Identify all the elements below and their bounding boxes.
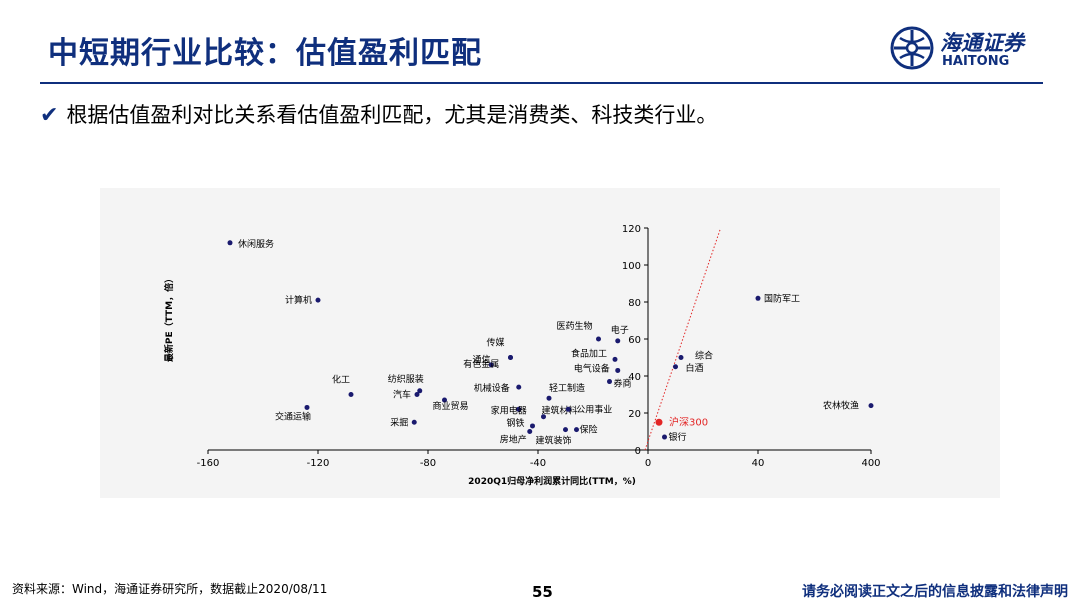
y-tick-label: 40 xyxy=(628,372,641,383)
x-axis-title: 2020Q1归母净利润累计同比(TTM，%) xyxy=(468,475,636,487)
reference-line xyxy=(644,229,721,451)
source-note: 资料来源：Wind，海通证券研究所，数据截止2020/08/11 xyxy=(12,582,328,596)
haitong-logo-icon xyxy=(890,26,934,70)
y-tick-label: 20 xyxy=(628,409,641,420)
data-label: 房地产 xyxy=(500,434,527,446)
data-point xyxy=(442,397,447,403)
chart-panel: -160 -120 -80 -40 0 40 400 0 20 40 60 80 100 120 2020Q… xyxy=(100,188,1000,498)
data-label: 计算机 xyxy=(285,294,312,306)
x-tick-label: 0 xyxy=(645,458,651,469)
data-label: 农林牧渔 xyxy=(823,400,859,412)
y-tick-label: 120 xyxy=(622,224,641,235)
data-label: 机械设备 xyxy=(474,382,510,394)
data-label: 白酒 xyxy=(686,362,704,374)
data-label: 纺织服装 xyxy=(388,373,424,385)
data-point xyxy=(414,392,420,397)
data-label: 交通运输 xyxy=(275,410,311,422)
data-point xyxy=(527,429,533,434)
data-point xyxy=(574,427,579,433)
data-label: 建筑装饰 xyxy=(535,435,571,447)
data-label: 综合 xyxy=(695,350,713,362)
data-label: 休闲服务 xyxy=(238,238,274,250)
data-label: 家用电器 xyxy=(491,404,527,416)
logo-chinese-name: 海通证券 xyxy=(940,30,1024,55)
page-number: 55 xyxy=(532,583,553,601)
data-point xyxy=(678,355,684,360)
data-label: 医药生物 xyxy=(556,320,592,332)
data-label: 轻工制造 xyxy=(549,382,585,394)
data-point xyxy=(755,295,761,301)
data-point xyxy=(612,356,618,362)
data-point xyxy=(304,404,310,410)
data-point xyxy=(565,406,571,412)
data-label: 传媒 xyxy=(486,337,504,349)
data-label: 保险 xyxy=(580,424,598,436)
data-point xyxy=(615,338,621,344)
data-point xyxy=(417,388,423,394)
bullet-text: 根据估值盈利对比关系看估值盈利匹配，尤其是消费类、科技类行业。 xyxy=(66,103,718,127)
slide-title: 中短期行业比较：估值盈利匹配 xyxy=(48,36,482,71)
data-point xyxy=(673,364,678,370)
x-tick-label: -120 xyxy=(307,458,330,469)
data-label: 建筑材料 xyxy=(542,405,578,417)
data-point xyxy=(488,362,494,368)
data-point xyxy=(615,367,621,373)
data-point xyxy=(541,414,546,420)
data-label: 商业贸易 xyxy=(432,400,468,412)
data-point xyxy=(596,336,601,342)
x-tick-label: -40 xyxy=(530,458,546,469)
data-label: 食品加工 xyxy=(571,347,607,359)
data-point xyxy=(348,392,354,397)
data-point xyxy=(563,427,568,433)
data-label: 沪深300 xyxy=(669,415,708,428)
bullet-point: ✔ 根据估值盈利对比关系看估值盈利匹配，尤其是消费类、科技类行业。 xyxy=(40,99,717,129)
data-point xyxy=(516,406,522,412)
haitong-logo: 海通证券 HAITONG xyxy=(888,24,1048,74)
y-tick-label: 0 xyxy=(635,446,641,457)
data-point xyxy=(655,418,663,426)
x-tick-label: 40 xyxy=(752,458,765,469)
data-point xyxy=(508,355,513,360)
x-tick-label: 400 xyxy=(861,458,880,469)
data-point xyxy=(868,403,874,409)
data-label: 电子 xyxy=(611,324,629,336)
data-point xyxy=(411,419,417,425)
x-tick-label: -80 xyxy=(420,458,436,469)
x-tick-label: -160 xyxy=(197,458,220,469)
y-tick-label: 60 xyxy=(628,335,641,346)
disclaimer-note: 请务必阅读正文之后的信息披露和法律声明 xyxy=(802,584,1068,600)
data-point xyxy=(530,423,535,429)
data-label: 采掘 xyxy=(390,416,408,428)
y-axis-title: 最新PE（TTM，倍） xyxy=(163,274,175,362)
data-label: 化工 xyxy=(332,374,350,386)
y-tick-label: 100 xyxy=(622,261,641,272)
data-point xyxy=(546,395,552,401)
data-label: 钢铁 xyxy=(506,417,524,429)
data-label: 电气设备 xyxy=(574,362,610,374)
data-point xyxy=(227,240,233,246)
check-icon: ✔ xyxy=(40,103,59,128)
data-point xyxy=(516,384,522,390)
data-label: 有色金属 xyxy=(463,358,499,370)
data-point xyxy=(315,297,321,303)
data-point xyxy=(607,379,612,385)
y-tick-label: 80 xyxy=(628,298,641,309)
data-label: 公用事业 xyxy=(576,403,612,415)
logo-english-name: HAITONG xyxy=(942,54,1010,69)
data-label: 汽车 xyxy=(393,389,411,401)
data-label: 券商 xyxy=(614,378,632,390)
data-label: 通信 xyxy=(472,354,490,366)
data-point xyxy=(662,434,667,440)
data-label: 国防军工 xyxy=(764,292,800,304)
title-divider xyxy=(40,82,1043,84)
data-label: 银行 xyxy=(669,431,687,443)
scatter-chart: -160 -120 -80 -40 0 40 400 0 20 40 60 80 100 120 2020Q… xyxy=(163,224,881,487)
